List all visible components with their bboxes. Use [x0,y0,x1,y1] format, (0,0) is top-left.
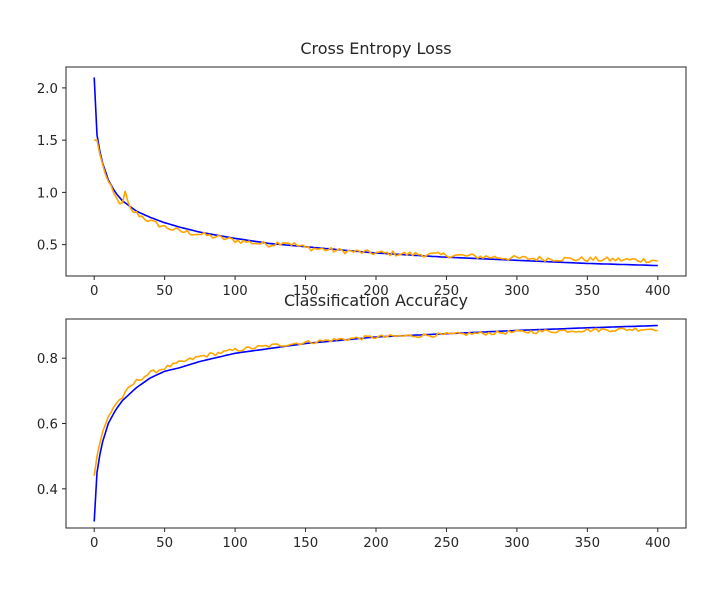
loss-xtick-label: 0 [90,284,98,299]
accuracy-xticks: 0 50 100 150 200 250 300 350 400 [90,528,671,551]
loss-xtick-label: 50 [156,284,173,299]
loss-ytick-label: 2.0 [37,82,58,97]
accuracy-series-layer [93,324,658,522]
loss-ytick-label: 1.5 [37,134,58,149]
loss-xtick-label: 150 [293,284,318,299]
accuracy-axes-frame [65,318,687,529]
loss-xtick-label: 100 [222,284,247,299]
accuracy-test-line [93,327,658,476]
accuracy-title: Classification Accuracy [284,291,468,310]
loss-ytick-label: 0.5 [37,239,58,254]
loss-axes: Cross Entropy Loss 0 50 100 150 200 250 300 350… [37,39,687,299]
accuracy-xtick-label: 50 [156,536,173,551]
loss-yticks: 0.5 1.0 1.5 2.0 [37,82,66,254]
loss-axes-frame [65,66,687,277]
accuracy-xtick-label: 0 [90,536,98,551]
loss-xtick-label: 400 [645,284,670,299]
loss-xtick-label: 300 [504,284,529,299]
loss-xtick-label: 250 [434,284,459,299]
accuracy-xtick-label: 350 [575,536,600,551]
loss-xtick-label: 350 [575,284,600,299]
loss-xtick-label: 200 [363,284,388,299]
accuracy-ytick-label: 0.6 [37,418,58,433]
accuracy-train-line [93,324,658,522]
accuracy-xtick-label: 300 [504,536,529,551]
accuracy-ytick-label: 0.4 [37,483,58,498]
accuracy-ytick-label: 0.8 [37,352,58,367]
accuracy-xtick-label: 100 [222,536,247,551]
loss-test-line [94,139,658,264]
loss-series-layer [93,77,658,267]
accuracy-xtick-label: 250 [434,536,459,551]
accuracy-yticks: 0.4 0.6 0.8 [37,352,66,498]
loss-title: Cross Entropy Loss [300,39,451,58]
loss-ytick-label: 1.0 [37,186,58,201]
accuracy-xtick-label: 200 [363,536,388,551]
accuracy-axes: 0 50 100 150 200 250 300 350 400 0.4 0.6 0.8 Class… [37,291,687,551]
accuracy-xtick-label: 400 [645,536,670,551]
loss-xticks: 0 50 100 150 200 250 300 350 400 [90,276,671,299]
accuracy-xtick-label: 150 [293,536,318,551]
